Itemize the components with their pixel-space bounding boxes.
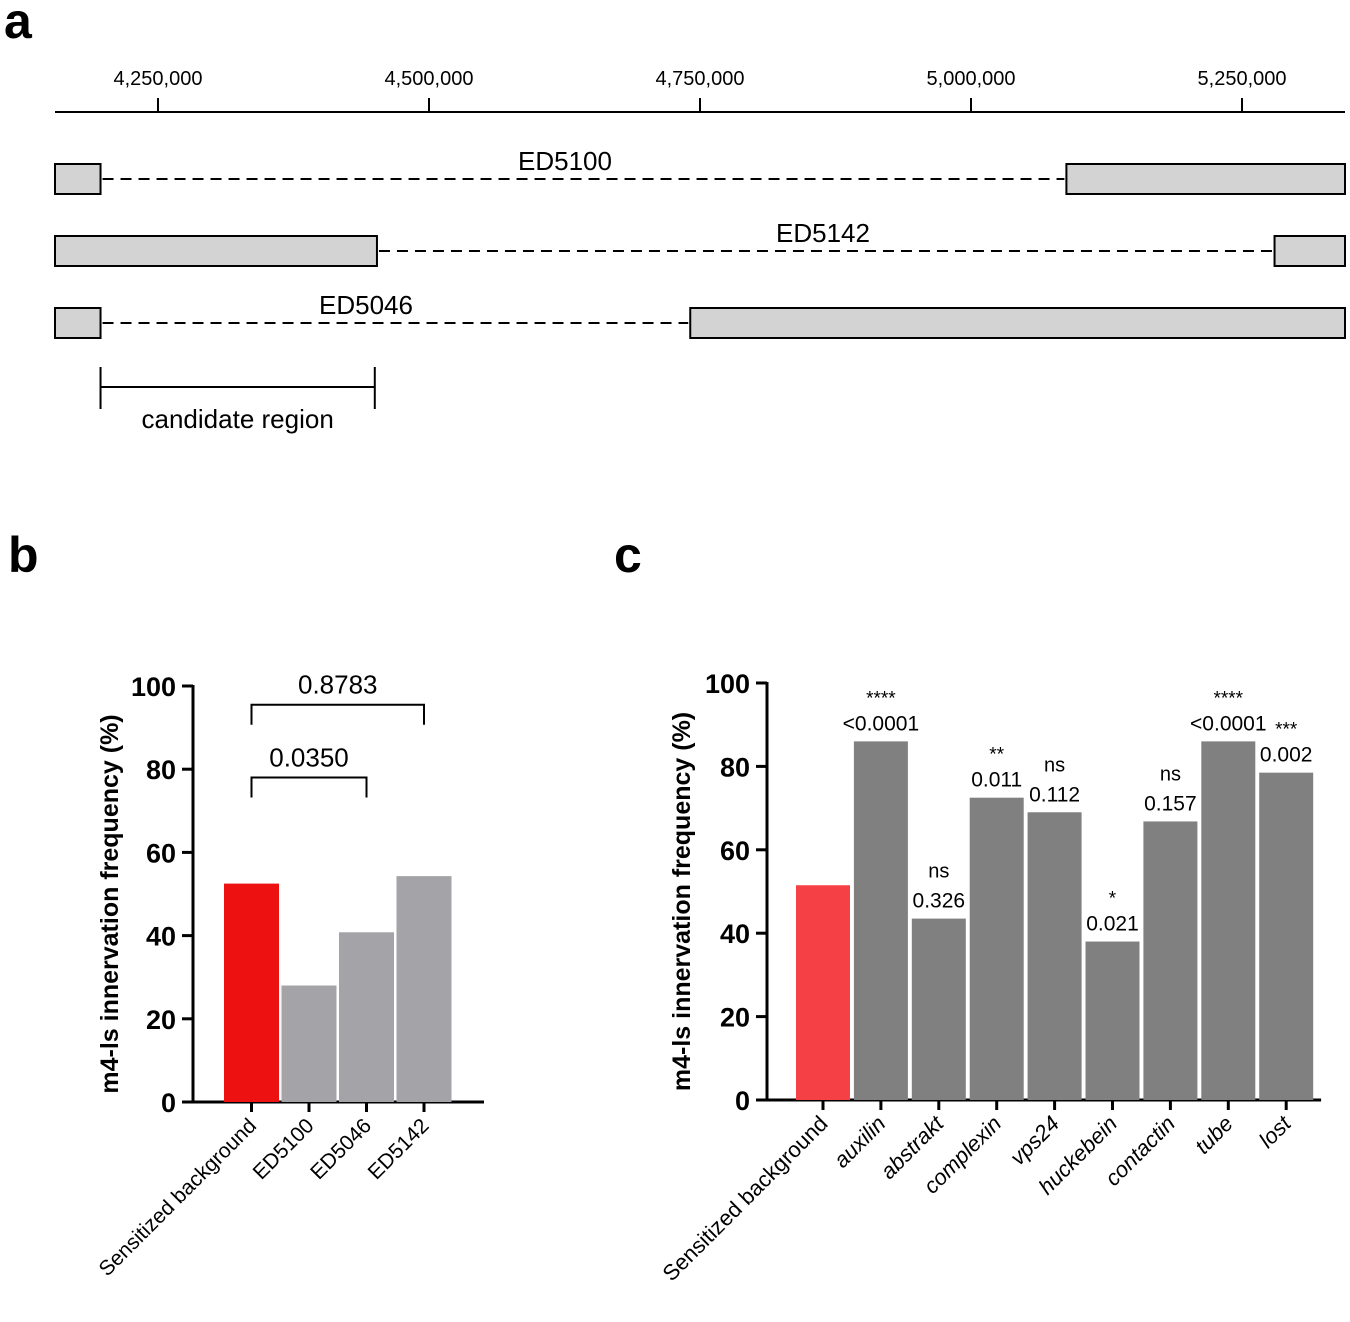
p-value-label: 0.021: [1086, 913, 1139, 936]
significance-label: **: [989, 745, 1004, 766]
significance-label: ns: [928, 861, 949, 883]
y-axis-tick-label: 100: [705, 669, 750, 699]
p-value-label: <0.0001: [843, 712, 920, 735]
p-value-label: 0.112: [1029, 783, 1080, 806]
bar: [1143, 821, 1198, 1100]
chromosome-present-segment-right: [1065, 163, 1346, 195]
significance-label: ****: [866, 688, 896, 709]
panel-letter-c: c: [614, 527, 642, 583]
y-axis-tick-label: 0: [735, 1086, 750, 1116]
significance-label: ns: [1160, 763, 1181, 785]
bar: [281, 985, 337, 1102]
bar: [853, 741, 908, 1100]
y-axis-label: m4-ls innervation frequency (%): [96, 714, 124, 1093]
p-value-label: <0.0001: [1190, 712, 1267, 735]
y-axis-tick-label: 20: [146, 1005, 176, 1035]
y-axis-tick-label: 40: [720, 919, 750, 949]
bar: [339, 932, 394, 1102]
panel-letter-a: a: [4, 0, 32, 49]
comparison-bracket: [250, 776, 368, 798]
deletion-label: ED5046: [319, 290, 413, 320]
genome-axis-tick-label: 5,000,000: [927, 68, 1016, 90]
bar: [1027, 812, 1082, 1100]
significance-label: *: [1109, 889, 1117, 910]
panel-letter-b: b: [8, 527, 39, 583]
p-value-label: 0.002: [1260, 744, 1313, 767]
x-category-label: ED5142: [364, 1114, 434, 1184]
genome-axis-tick-label: 4,500,000: [384, 68, 473, 90]
x-category-label: Sensitized background: [95, 1114, 262, 1281]
y-axis-tick-label: 40: [146, 922, 176, 952]
y-axis-tick-label: 0: [161, 1088, 176, 1118]
y-axis-tick-label: 60: [146, 838, 176, 868]
y-axis-tick-label: 80: [720, 752, 750, 782]
genome-axis-tick-label: 4,750,000: [656, 68, 745, 90]
genome-axis-tick-label: 5,250,000: [1198, 68, 1287, 90]
deletion-label: ED5142: [776, 218, 870, 248]
x-category-label: ED5046: [306, 1114, 376, 1184]
p-value-label: 0.157: [1144, 792, 1197, 815]
bar: [1085, 941, 1140, 1100]
deletion-label: ED5100: [518, 146, 612, 176]
bar: [1201, 741, 1256, 1100]
p-value-label: 0.326: [913, 890, 966, 913]
chromosome-present-segment-left: [54, 235, 378, 267]
y-axis-tick-label: 80: [146, 755, 176, 785]
p-value-label: 0.011: [971, 769, 1022, 792]
chromosome-present-segment-left: [54, 163, 102, 195]
y-axis-tick-label: 20: [720, 1003, 750, 1033]
significance-label: ***: [1275, 720, 1298, 741]
panel-c-bar-chart: 0 20 40 60 80 100 m4-ls innervation frequency …: [657, 669, 1322, 1286]
genome-axis-tick-label: 4,250,000: [113, 68, 202, 90]
bar: [396, 876, 452, 1102]
y-axis-tick-label: 100: [131, 672, 176, 702]
significance-label: ****: [1214, 688, 1244, 709]
panel-a-deficiency-map: 4,250,000 4,500,000 4,750,000 5,000,000 5,25…: [54, 68, 1347, 434]
bar: [796, 885, 850, 1100]
x-category-label: Sensitized background: [657, 1111, 832, 1286]
bar: [224, 883, 279, 1102]
chromosome-present-segment-left: [54, 307, 102, 339]
y-axis-label: m4-ls innervation frequency (%): [668, 712, 696, 1091]
chromosome-present-segment-right: [1273, 235, 1347, 267]
comparison-bracket: [250, 703, 425, 725]
bar: [911, 918, 966, 1100]
chromosome-present-segment-right: [689, 307, 1346, 339]
x-category-label: ED5100: [249, 1114, 319, 1184]
significance-label: ns: [1044, 754, 1065, 776]
x-category-label: lost: [1254, 1110, 1297, 1153]
bar: [969, 797, 1024, 1100]
bar: [1259, 772, 1314, 1100]
x-category-label: tube: [1190, 1111, 1238, 1159]
comparison-p-value: 0.0350: [269, 743, 349, 773]
comparison-p-value: 0.8783: [298, 670, 378, 700]
candidate-region-label: candidate region: [142, 404, 334, 434]
y-axis-tick-label: 60: [720, 836, 750, 866]
